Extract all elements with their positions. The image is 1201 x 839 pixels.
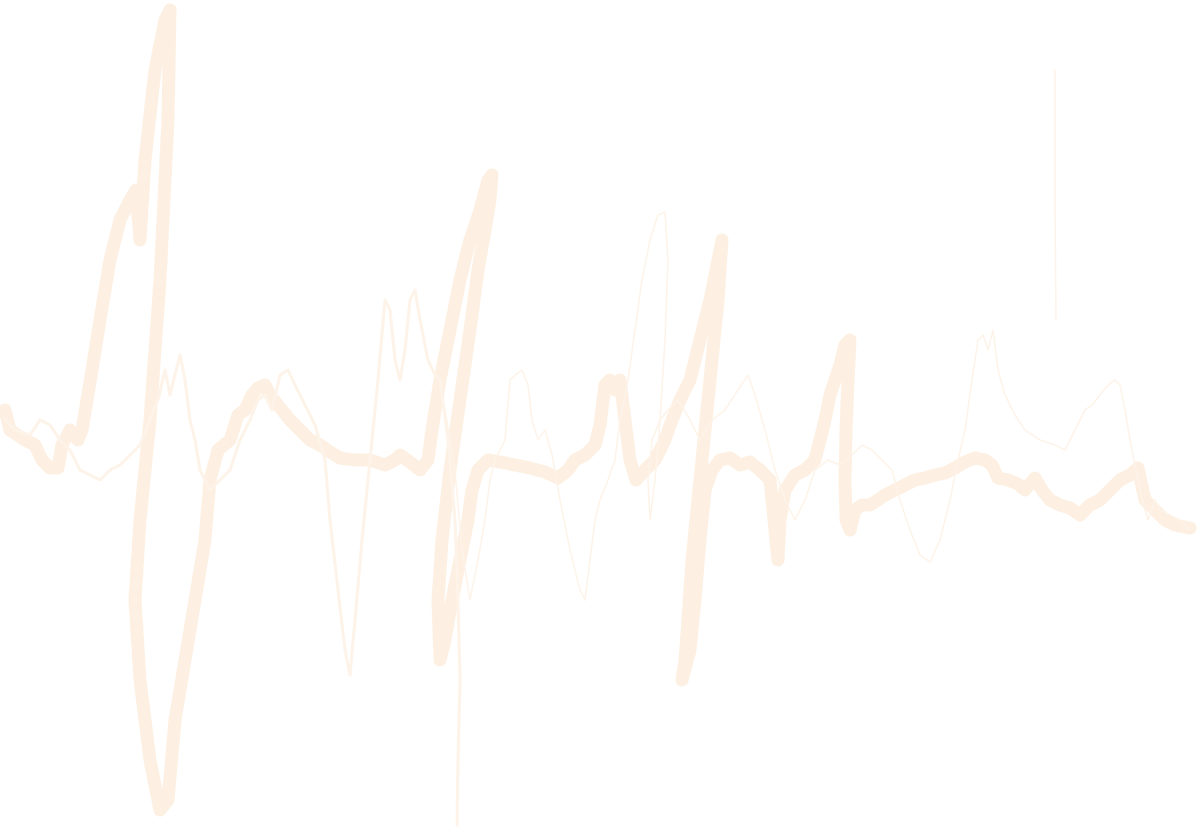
- waveform-medium-stroke: [3, 288, 462, 827]
- faint-vertical-stroke: [1054, 69, 1057, 321]
- waveform-thin-stroke-a: [439, 211, 1191, 601]
- waveform-thick-stroke: [0, 3, 1197, 817]
